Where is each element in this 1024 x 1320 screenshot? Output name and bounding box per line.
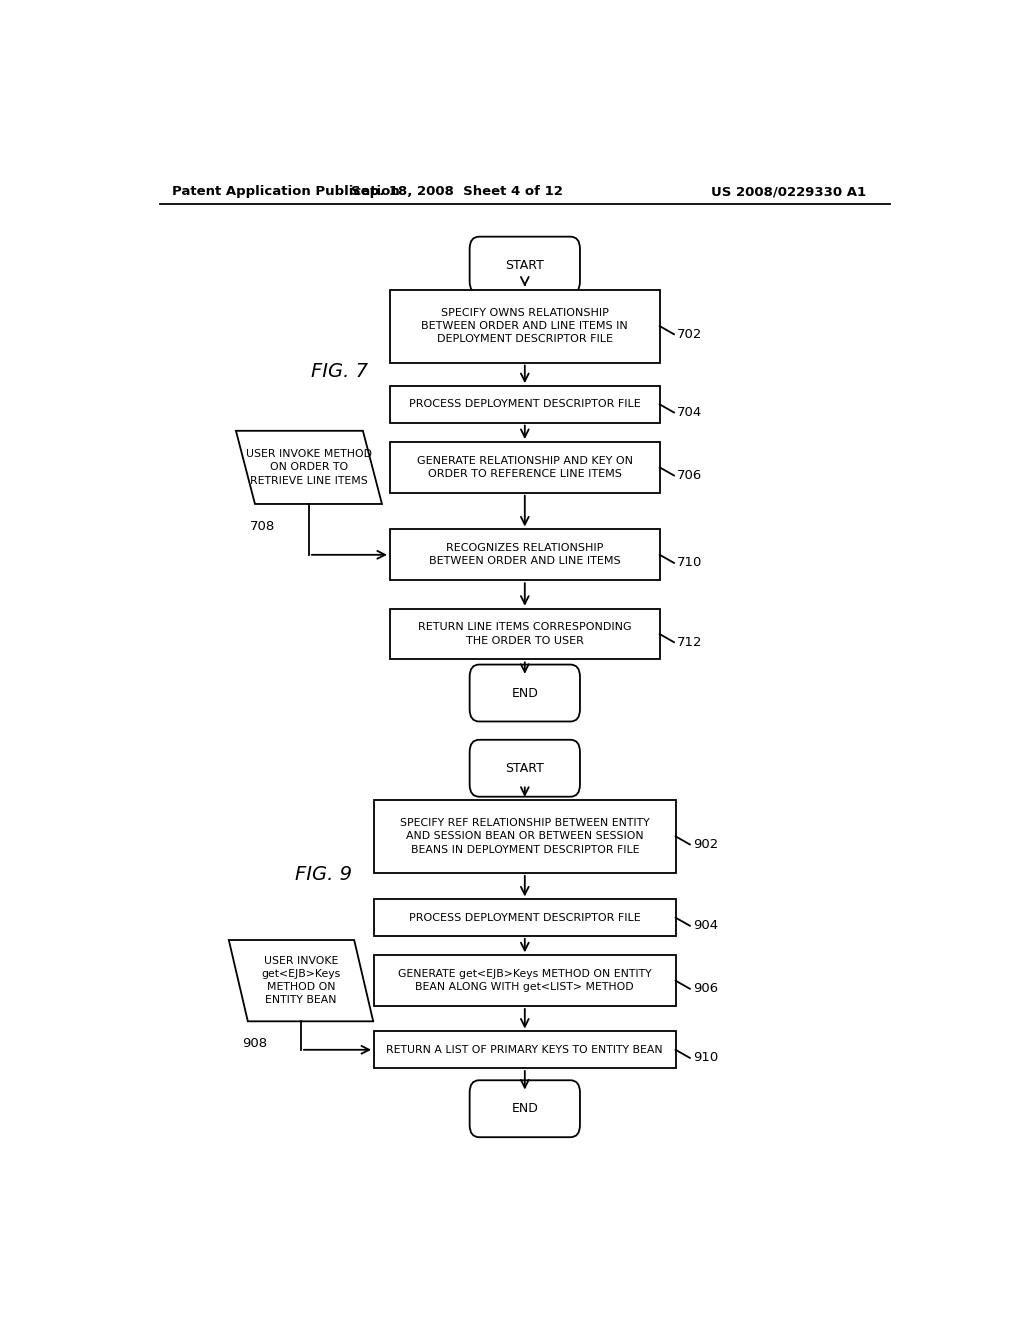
Bar (374, 800, 676, 873)
Text: 706: 706 (677, 469, 702, 482)
Text: USER INVOKE
get<EJB>Keys
METHOD ON
ENTITY BEAN: USER INVOKE get<EJB>Keys METHOD ON ENTIT… (261, 956, 341, 1006)
Bar (390, 289, 659, 363)
Text: 904: 904 (693, 919, 718, 932)
Text: US 2008/0229330 A1: US 2008/0229330 A1 (712, 185, 866, 198)
Text: END: END (511, 686, 539, 700)
Bar (390, 609, 659, 660)
Text: 902: 902 (693, 838, 718, 851)
Text: PROCESS DEPLOYMENT DESCRIPTOR FILE: PROCESS DEPLOYMENT DESCRIPTOR FILE (409, 400, 641, 409)
Text: Sep. 18, 2008  Sheet 4 of 12: Sep. 18, 2008 Sheet 4 of 12 (351, 185, 563, 198)
Text: 710: 710 (677, 557, 702, 569)
FancyBboxPatch shape (470, 739, 580, 797)
Text: END: END (511, 1102, 539, 1115)
Text: 702: 702 (677, 327, 702, 341)
Bar (374, 1031, 676, 1068)
Polygon shape (236, 430, 382, 504)
FancyBboxPatch shape (470, 236, 580, 293)
Text: SPECIFY OWNS RELATIONSHIP
BETWEEN ORDER AND LINE ITEMS IN
DEPLOYMENT DESCRIPTOR : SPECIFY OWNS RELATIONSHIP BETWEEN ORDER … (422, 308, 628, 345)
Text: FIG. 7: FIG. 7 (310, 363, 368, 381)
Bar (390, 385, 659, 422)
Text: 910: 910 (693, 1052, 718, 1064)
FancyBboxPatch shape (470, 1080, 580, 1138)
Text: 908: 908 (243, 1038, 267, 1051)
Text: 708: 708 (250, 520, 274, 533)
Text: SPECIFY REF RELATIONSHIP BETWEEN ENTITY
AND SESSION BEAN OR BETWEEN SESSION
BEAN: SPECIFY REF RELATIONSHIP BETWEEN ENTITY … (400, 818, 649, 854)
Text: FIG. 9: FIG. 9 (295, 866, 351, 884)
Text: RECOGNIZES RELATIONSHIP
BETWEEN ORDER AND LINE ITEMS: RECOGNIZES RELATIONSHIP BETWEEN ORDER AN… (429, 544, 621, 566)
Bar (390, 442, 659, 492)
Text: GENERATE RELATIONSHIP AND KEY ON
ORDER TO REFERENCE LINE ITEMS: GENERATE RELATIONSHIP AND KEY ON ORDER T… (417, 455, 633, 479)
Polygon shape (228, 940, 373, 1022)
Text: USER INVOKE METHOD
ON ORDER TO
RETRIEVE LINE ITEMS: USER INVOKE METHOD ON ORDER TO RETRIEVE … (246, 449, 372, 486)
Text: 906: 906 (693, 982, 718, 995)
Text: START: START (506, 259, 544, 272)
Bar (374, 956, 676, 1006)
Text: Patent Application Publication: Patent Application Publication (172, 185, 399, 198)
FancyBboxPatch shape (470, 664, 580, 722)
Text: RETURN A LIST OF PRIMARY KEYS TO ENTITY BEAN: RETURN A LIST OF PRIMARY KEYS TO ENTITY … (386, 1045, 664, 1055)
Text: PROCESS DEPLOYMENT DESCRIPTOR FILE: PROCESS DEPLOYMENT DESCRIPTOR FILE (409, 912, 641, 923)
Text: RETURN LINE ITEMS CORRESPONDING
THE ORDER TO USER: RETURN LINE ITEMS CORRESPONDING THE ORDE… (418, 623, 632, 645)
Text: START: START (506, 762, 544, 775)
Text: 712: 712 (677, 636, 702, 648)
Bar (390, 529, 659, 581)
Text: 704: 704 (677, 407, 702, 418)
Bar (374, 899, 676, 936)
Text: GENERATE get<EJB>Keys METHOD ON ENTITY
BEAN ALONG WITH get<LIST> METHOD: GENERATE get<EJB>Keys METHOD ON ENTITY B… (398, 969, 651, 993)
